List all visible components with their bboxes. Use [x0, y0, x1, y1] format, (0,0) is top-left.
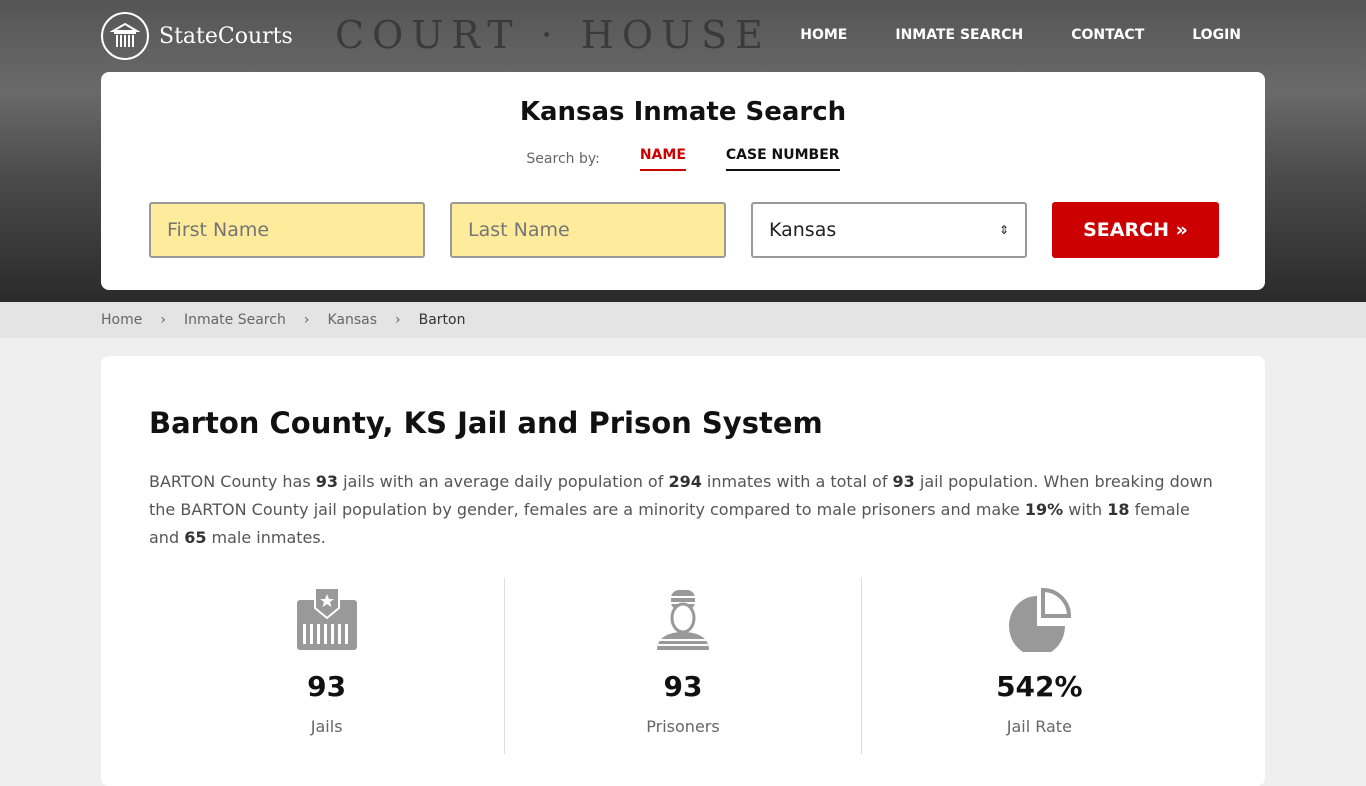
tab-name[interactable]: NAME: [639, 147, 686, 171]
nav-home[interactable]: HOME: [800, 27, 848, 43]
search-button[interactable]: SEARCH »: [1052, 202, 1219, 258]
content-card: Barton County, KS Jail and Prison System…: [101, 356, 1265, 786]
summary-paragraph: BARTON County has 93 jails with an avera…: [149, 472, 1213, 547]
last-name-input[interactable]: [450, 202, 726, 258]
breadcrumb-current: Barton: [418, 312, 466, 328]
jail-icon: [296, 587, 357, 650]
stat-label: Prisoners: [646, 717, 720, 736]
chevron-right-icon: ›: [160, 312, 166, 328]
prisoner-icon: [656, 590, 709, 650]
nav-inmate-search[interactable]: INMATE SEARCH: [895, 27, 1024, 43]
page-title: Barton County, KS Jail and Prison System: [149, 406, 823, 440]
stat-jails: 93 Jails: [149, 578, 506, 754]
brand-name: StateCourts: [159, 23, 293, 49]
top-nav: HOME INMATE SEARCH CONTACT LOGIN: [800, 27, 1241, 43]
tab-case-number[interactable]: CASE NUMBER: [725, 147, 840, 171]
chevron-right-icon: ›: [395, 312, 401, 328]
stat-value: 93: [307, 670, 347, 703]
stat-value: 93: [663, 670, 703, 703]
select-arrows-icon: ⇕: [998, 223, 1009, 237]
stat-prisoners: 93 Prisoners: [505, 578, 862, 754]
hero-banner: COURT · HOUSE StateCourts HOME INMATE SE…: [0, 0, 1366, 302]
nav-login[interactable]: LOGIN: [1192, 27, 1241, 43]
stat-value: 542%: [996, 670, 1083, 703]
state-select[interactable]: Kansas ⇕: [751, 202, 1027, 258]
breadcrumb-inmate-search[interactable]: Inmate Search: [183, 312, 286, 328]
breadcrumb-home[interactable]: Home: [101, 312, 143, 328]
courthouse-icon: [101, 12, 149, 60]
nav-contact[interactable]: CONTACT: [1071, 27, 1145, 43]
stat-label: Jail Rate: [1006, 717, 1072, 736]
chevron-right-icon: ›: [303, 312, 310, 328]
logo[interactable]: StateCourts: [101, 12, 293, 60]
first-name-input[interactable]: [149, 202, 425, 258]
stat-label: Jails: [310, 717, 343, 736]
breadcrumb-kansas[interactable]: Kansas: [327, 312, 377, 328]
search-title: Kansas Inmate Search: [519, 97, 847, 127]
search-by-label: Search by:: [526, 151, 600, 167]
pie-chart-icon: [1009, 587, 1072, 656]
hero-background-text: COURT · HOUSE: [335, 13, 771, 57]
stat-jail-rate: 542% Jail Rate: [862, 578, 1217, 754]
state-value: Kansas: [769, 219, 837, 241]
search-card: Kansas Inmate Search Search by: NAME CAS…: [101, 72, 1265, 290]
breadcrumb: Home › Inmate Search › Kansas › Barton: [0, 302, 1366, 338]
